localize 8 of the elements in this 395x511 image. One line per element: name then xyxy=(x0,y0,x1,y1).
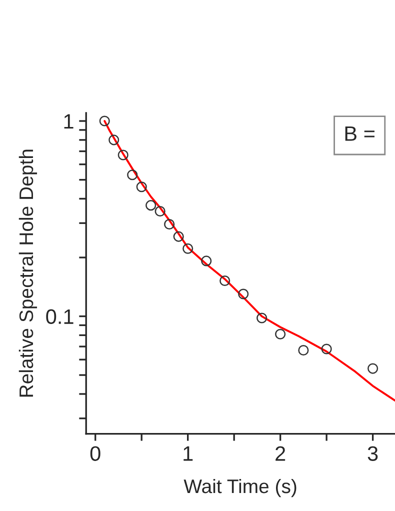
y-axis-title: Relative Spectral Hole Depth xyxy=(18,150,38,397)
x-tick-label: 0 xyxy=(90,446,100,461)
y-tick-label: 0.1 xyxy=(46,309,74,324)
x-tick-label: 1 xyxy=(184,446,193,461)
x-tick-label: 2 xyxy=(276,446,286,461)
x-tick-label: 3 xyxy=(368,446,378,461)
x-axis-title: Wait Time (s) xyxy=(184,478,296,498)
annotation: B = xyxy=(345,126,374,141)
